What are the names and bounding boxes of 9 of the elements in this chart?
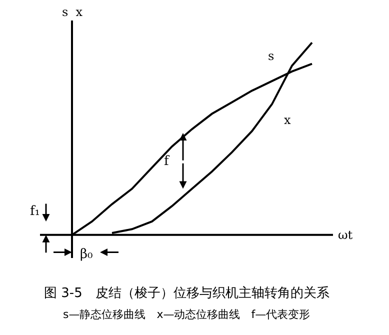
series-label: s xyxy=(268,49,274,63)
text: β₀ xyxy=(80,247,93,262)
text: s—静态位移曲线 x—动态位移曲线 f—代表变形 xyxy=(63,308,310,321)
text: 图 3-5 皮结（梭子）位移与织机主轴转角的关系 xyxy=(44,285,330,301)
series-label: x xyxy=(284,113,291,127)
annotation: f₁ xyxy=(30,204,40,219)
annotation: f xyxy=(164,154,170,169)
y-axis-title: s x xyxy=(62,5,83,19)
x-axis-title: ωt xyxy=(338,228,353,242)
